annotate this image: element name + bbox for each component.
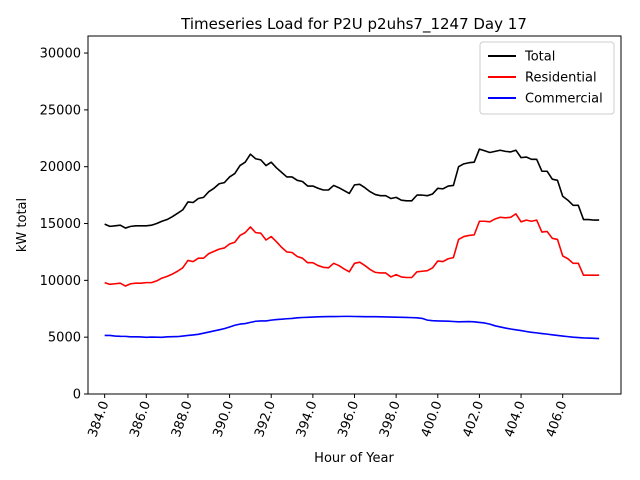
y-tick-label: 25000	[40, 103, 81, 118]
x-axis-label: Hour of Year	[314, 451, 394, 466]
y-tick-label: 5000	[48, 331, 81, 346]
y-tick-label: 10000	[40, 274, 81, 289]
series-line-residential	[104, 213, 600, 287]
y-tick-label: 20000	[40, 160, 81, 175]
series-line-total	[104, 148, 600, 229]
y-tick-label: 15000	[40, 217, 81, 232]
y-axis-label: kW total	[15, 198, 30, 252]
y-tick-label: 30000	[40, 47, 81, 62]
legend-label-commercial: Commercial	[525, 92, 603, 107]
series-line-commercial	[104, 315, 600, 340]
legend-box	[479, 41, 615, 115]
y-tick-label: 0	[73, 388, 81, 403]
legend-label-residential: Residential	[525, 71, 597, 86]
legend: Total Residential Commercial	[479, 41, 615, 115]
legend-label-total: Total	[524, 50, 555, 65]
chart-title: Timeseries Load for P2U p2uhs7_1247 Day …	[180, 15, 527, 34]
